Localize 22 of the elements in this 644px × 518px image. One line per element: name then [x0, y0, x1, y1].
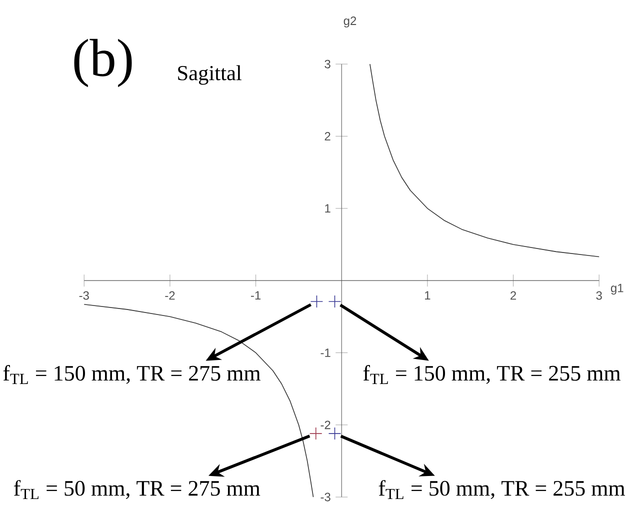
y-tick-label: -1: [320, 348, 330, 357]
chart-title: (b): [74, 38, 132, 88]
x-axis-title: g1: [610, 284, 624, 295]
x-tick-label: 1: [425, 291, 430, 300]
x-tick-label: -2: [165, 291, 175, 300]
chart-subtitle: Sagittal: [178, 65, 242, 85]
y-tick-label: -2: [320, 420, 330, 430]
annotation: f$_{TL}$ = 150 mm, TR = 275 mm: [3, 365, 260, 384]
x-tick-label: -3: [79, 291, 89, 300]
annotation: f$_{TL}$ = 50 mm, TR = 255 mm: [378, 480, 625, 500]
annotation: f$_{TL}$ = 150 mm, TR = 255 mm: [363, 365, 620, 384]
x-tick-label: 3: [596, 291, 602, 300]
line-series: [370, 64, 600, 258]
y-axis-title: g2: [344, 16, 356, 28]
x-tick-label: 2: [510, 291, 516, 300]
y-tick-label: -3: [320, 492, 330, 502]
line-series: [84, 304, 314, 498]
y-tick-label: 3: [324, 60, 330, 68]
annotation: f$_{TL}$ = 50 mm, TR = 275 mm: [14, 480, 260, 500]
x-tick-label: -1: [250, 291, 261, 300]
y-tick-label: 2: [324, 132, 330, 140]
y-tick-label: 1: [325, 204, 330, 213]
